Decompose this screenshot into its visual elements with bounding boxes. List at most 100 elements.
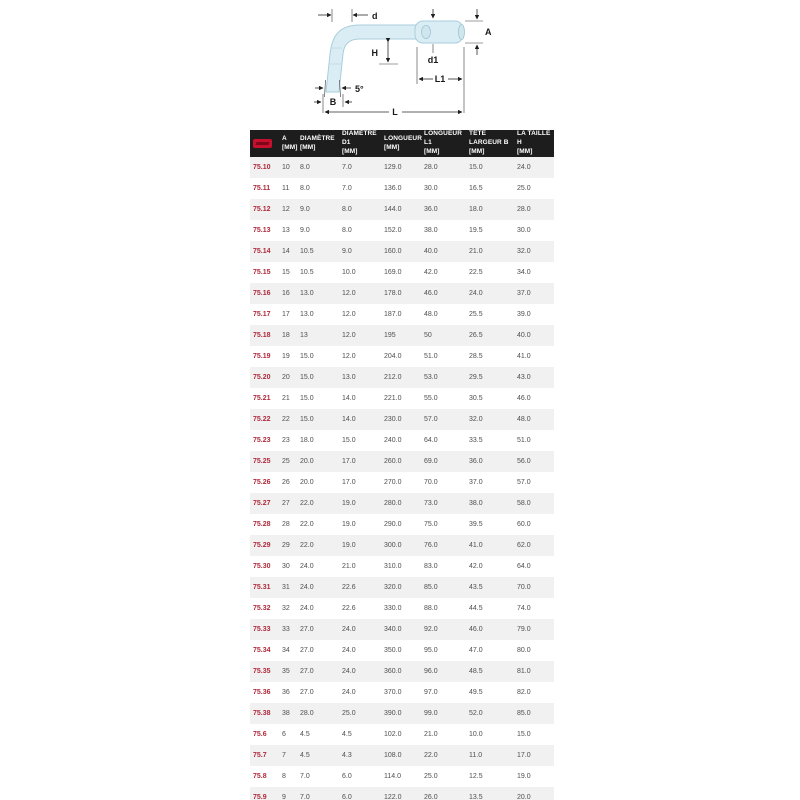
product-code-link[interactable]: 75.31 — [253, 584, 271, 591]
product-code-link[interactable]: 75.15 — [253, 269, 271, 276]
column-header: LONGUEUR L1 [MM] — [424, 130, 462, 155]
product-code-link[interactable]: 75.14 — [253, 248, 271, 255]
dim-d1: d1 — [428, 9, 438, 65]
spec-value: 41.0 — [469, 542, 483, 549]
spec-value: 33.5 — [469, 437, 483, 444]
dim-label-L: L — [392, 107, 398, 116]
product-code-link[interactable]: 75.22 — [253, 416, 271, 423]
table-row: 75.34 34 27.0 24.0 350.0 95.0 47.0 80.0 — [250, 640, 554, 661]
product-code-link[interactable]: 75.38 — [253, 710, 271, 717]
dim-L: L — [324, 84, 465, 116]
table-row: 75.10 10 8.0 7.0 129.0 28.0 15.0 24.0 — [250, 157, 554, 178]
spec-value: 44.5 — [469, 605, 483, 612]
spec-value: 15.0 — [300, 395, 314, 402]
spec-value: 204.0 — [384, 353, 402, 360]
spec-value: 30.0 — [424, 185, 438, 192]
product-code-link[interactable]: 75.35 — [253, 668, 271, 675]
table-row: 75.21 21 15.0 14.0 221.0 55.0 30.5 46.0 — [250, 388, 554, 409]
spec-value: 24.0 — [342, 626, 356, 633]
spec-value: 70.0 — [424, 479, 438, 486]
spec-value: 8.0 — [342, 227, 352, 234]
spec-value: 9.0 — [342, 248, 352, 255]
dim-label-d: d — [372, 11, 378, 21]
product-code-link[interactable]: 75.6 — [253, 731, 267, 738]
spec-value: 19.0 — [342, 500, 356, 507]
table-row: 75.12 12 9.0 8.0 144.0 36.0 18.0 28.0 — [250, 199, 554, 220]
spec-value: 19.0 — [342, 542, 356, 549]
product-code-link[interactable]: 75.36 — [253, 689, 271, 696]
table-header: A [MM] DIAMÈTRE [MM] DIAMÈTRE D1 [MM] LONGUEUR… — [250, 130, 554, 157]
spec-value: 28.0 — [517, 206, 531, 213]
product-code-link[interactable]: 75.11 — [253, 185, 271, 192]
spec-value: 20.0 — [517, 794, 531, 800]
product-code-link[interactable]: 75.7 — [253, 752, 267, 759]
spec-value: 9.0 — [300, 227, 310, 234]
spec-value: 20.0 — [300, 479, 314, 486]
table-row: 75.26 26 20.0 17.0 270.0 70.0 37.0 57.0 — [250, 472, 554, 493]
product-code-link[interactable]: 75.13 — [253, 227, 271, 234]
spec-value: 38 — [282, 710, 290, 717]
spec-value: 4.5 — [342, 731, 352, 738]
spec-value: 10.5 — [300, 269, 314, 276]
spec-value: 4.5 — [300, 731, 310, 738]
product-code-link[interactable]: 75.17 — [253, 311, 271, 318]
spec-value: 57.0 — [424, 416, 438, 423]
spec-value: 15.0 — [300, 353, 314, 360]
spec-value: 49.5 — [469, 689, 483, 696]
spec-value: 24.0 — [342, 689, 356, 696]
product-code-link[interactable]: 75.30 — [253, 563, 271, 570]
table-row: 75.33 33 27.0 24.0 340.0 92.0 46.0 79.0 — [250, 619, 554, 640]
product-code-link[interactable]: 75.10 — [253, 164, 271, 171]
product-code-link[interactable]: 75.20 — [253, 374, 271, 381]
spec-value: 28.0 — [424, 164, 438, 171]
table-row: 75.22 22 15.0 14.0 230.0 57.0 32.0 48.0 — [250, 409, 554, 430]
dim-label-H: H — [372, 48, 379, 58]
product-code-link[interactable]: 75.9 — [253, 794, 267, 800]
product-code-link[interactable]: 75.8 — [253, 773, 267, 780]
product-code-link[interactable]: 75.19 — [253, 353, 271, 360]
spec-value: 43.5 — [469, 584, 483, 591]
table-row: 75.11 11 8.0 7.0 136.0 30.0 16.5 25.0 — [250, 178, 554, 199]
product-code-link[interactable]: 75.32 — [253, 605, 271, 612]
spec-value: 13 — [300, 332, 308, 339]
product-code-link[interactable]: 75.21 — [253, 395, 271, 402]
spec-value: 50 — [424, 332, 432, 339]
spec-value: 13.0 — [300, 311, 314, 318]
product-code-link[interactable]: 75.27 — [253, 500, 271, 507]
spec-value: 30 — [282, 563, 290, 570]
product-code-link[interactable]: 75.34 — [253, 647, 271, 654]
column-header: LONGUEUR [MM] — [384, 134, 422, 151]
product-code-link[interactable]: 75.12 — [253, 206, 271, 213]
spec-value: 7.0 — [342, 164, 352, 171]
product-code-link[interactable]: 75.26 — [253, 479, 271, 486]
spec-value: 15.0 — [300, 374, 314, 381]
product-code-link[interactable]: 75.28 — [253, 521, 271, 528]
spec-value: 20.0 — [300, 458, 314, 465]
spec-value: 52.0 — [469, 710, 483, 717]
product-code-link[interactable]: 75.33 — [253, 626, 271, 633]
spec-value: 12.0 — [342, 332, 356, 339]
product-code-link[interactable]: 75.23 — [253, 437, 271, 444]
spec-value: 57.0 — [517, 479, 531, 486]
spec-value: 22.0 — [300, 500, 314, 507]
spec-value: 47.0 — [469, 647, 483, 654]
spec-value: 102.0 — [384, 731, 402, 738]
spec-value: 7.0 — [342, 185, 352, 192]
socket-end-opening — [458, 24, 465, 40]
spec-value: 74.0 — [517, 605, 531, 612]
spec-value: 96.0 — [424, 668, 438, 675]
table-row: 75.9 9 7.0 6.0 122.0 26.0 13.5 20.0 — [250, 787, 554, 800]
spec-value: 29 — [282, 542, 290, 549]
product-code-link[interactable]: 75.18 — [253, 332, 271, 339]
spec-value: 51.0 — [424, 353, 438, 360]
spec-value: 12.0 — [342, 290, 356, 297]
spec-value: 55.0 — [424, 395, 438, 402]
spec-value: 27 — [282, 500, 290, 507]
spec-value: 17.0 — [342, 458, 356, 465]
product-code-link[interactable]: 75.16 — [253, 290, 271, 297]
table-row: 75.14 14 10.5 9.0 160.0 40.0 21.0 32.0 — [250, 241, 554, 262]
product-code-link[interactable]: 75.29 — [253, 542, 271, 549]
spec-value: 60.0 — [517, 521, 531, 528]
product-code-link[interactable]: 75.25 — [253, 458, 271, 465]
spec-value: 270.0 — [384, 479, 402, 486]
